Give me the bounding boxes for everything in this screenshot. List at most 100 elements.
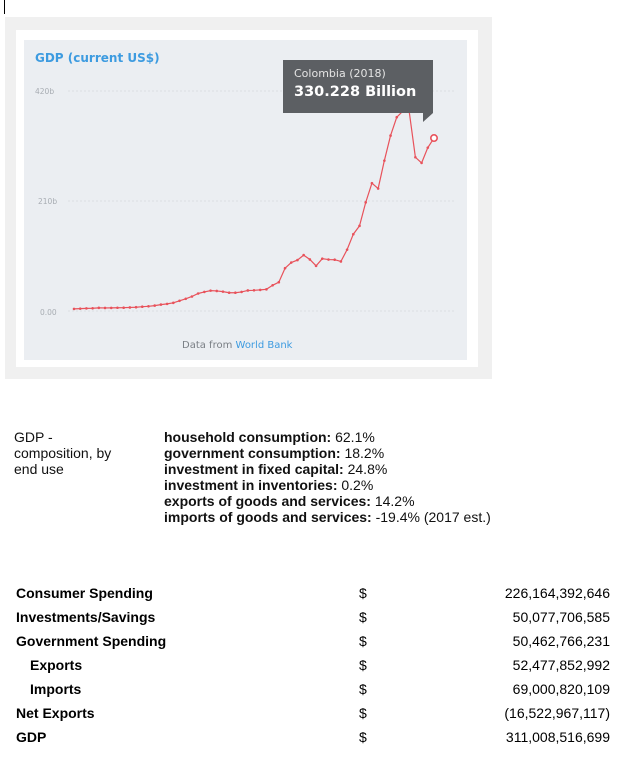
data-point[interactable]: [296, 258, 299, 262]
data-point[interactable]: [103, 306, 107, 310]
data-point[interactable]: [196, 292, 200, 295]
data-point[interactable]: [165, 302, 169, 306]
data-point[interactable]: [240, 290, 243, 294]
data-point[interactable]: [389, 134, 392, 137]
data-point[interactable]: [345, 248, 349, 251]
table-row: GDP $311,008,516,699: [0, 726, 644, 750]
table-row: Imports $69,000,820,109: [0, 678, 644, 702]
row-label: Net Exports: [16, 705, 95, 721]
data-point[interactable]: [277, 280, 281, 284]
composition-item-name: exports of goods and services:: [164, 493, 371, 509]
data-point[interactable]: [289, 261, 293, 264]
currency-symbol: $: [359, 633, 367, 649]
row-label: Exports: [30, 657, 83, 673]
data-point[interactable]: [414, 155, 417, 159]
data-point[interactable]: [172, 301, 175, 305]
data-point[interactable]: [159, 303, 163, 306]
y-tick-label: 0.00: [40, 308, 57, 317]
composition-item-value: 18.2%: [340, 445, 385, 461]
row-label: Government Spending: [16, 633, 167, 649]
data-point[interactable]: [308, 258, 312, 261]
data-point[interactable]: [234, 291, 237, 295]
data-point[interactable]: [203, 290, 206, 294]
data-point[interactable]: [78, 307, 82, 310]
data-point[interactable]: [153, 304, 156, 307]
composition-item-name: investment in fixed capital:: [164, 461, 344, 477]
data-point[interactable]: [128, 306, 132, 309]
data-point[interactable]: [383, 159, 386, 162]
data-point[interactable]: [122, 306, 125, 310]
composition-label: GDP - composition, by end use: [14, 429, 112, 477]
data-point[interactable]: [320, 257, 324, 260]
row-amount: 69,000,820,109: [512, 681, 610, 697]
row-label: GDP: [16, 729, 47, 745]
data-point[interactable]: [252, 289, 256, 292]
data-point[interactable]: [420, 161, 423, 165]
composition-item: exports of goods and services: 14.2%: [164, 493, 491, 509]
table-row: Exports $52,477,852,992: [0, 654, 644, 678]
data-point[interactable]: [352, 232, 355, 236]
row-amount: 226,164,392,646: [504, 585, 610, 601]
data-point[interactable]: [314, 264, 318, 268]
composition-item: investment in fixed capital: 24.8%: [164, 461, 491, 477]
data-point[interactable]: [215, 289, 219, 293]
composition-item-value: 62.1%: [331, 429, 375, 445]
composition-item-value: 0.2%: [337, 477, 374, 493]
row-amount: 311,008,516,699: [505, 729, 610, 745]
composition-item-value: 14.2%: [370, 493, 415, 509]
data-point[interactable]: [209, 289, 212, 292]
data-source: Data from World Bank: [182, 340, 292, 351]
data-point[interactable]: [140, 305, 144, 309]
data-point[interactable]: [184, 297, 188, 301]
data-point[interactable]: [91, 306, 94, 310]
data-point[interactable]: [358, 224, 361, 228]
row-label: Consumer Spending: [16, 585, 153, 601]
data-point[interactable]: [147, 304, 150, 308]
data-point[interactable]: [333, 258, 336, 262]
data-point[interactable]: [116, 306, 119, 310]
composition-item: household consumption: 62.1%: [164, 429, 491, 445]
data-point[interactable]: [339, 260, 343, 263]
data-point[interactable]: [327, 258, 330, 261]
row-label: Imports: [30, 681, 82, 697]
data-point[interactable]: [246, 289, 250, 292]
data-point[interactable]: [283, 266, 287, 270]
data-point[interactable]: [258, 288, 262, 292]
data-point[interactable]: [85, 307, 88, 310]
data-point[interactable]: [109, 306, 113, 310]
text-cursor: [4, 0, 5, 14]
row-label: Investments/Savings: [16, 609, 156, 625]
gdp-line-chart: [68, 90, 455, 312]
currency-symbol: $: [359, 705, 367, 721]
data-point[interactable]: [364, 201, 368, 204]
data-point[interactable]: [271, 283, 274, 287]
data-point[interactable]: [227, 291, 231, 295]
composition-item-value: 24.8%: [343, 461, 388, 477]
data-point[interactable]: [265, 288, 268, 291]
data-point[interactable]: [302, 253, 305, 257]
row-amount: 50,077,706,585: [512, 609, 610, 625]
data-point[interactable]: [134, 305, 138, 309]
data-point[interactable]: [221, 290, 225, 293]
highlighted-data-point[interactable]: [429, 134, 438, 143]
data-point[interactable]: [426, 146, 430, 149]
data-point[interactable]: [370, 181, 374, 185]
data-point[interactable]: [190, 295, 194, 298]
data-point[interactable]: [395, 115, 399, 119]
row-amount: 50,462,766,231: [512, 633, 610, 649]
tooltip-value: 330.228 Billion: [294, 84, 417, 100]
row-amount: 52,477,852,992: [512, 657, 610, 673]
data-point[interactable]: [178, 299, 181, 303]
composition-item: investment in inventories: 0.2%: [164, 477, 491, 493]
currency-symbol: $: [359, 609, 367, 625]
composition-item-name: household consumption:: [164, 429, 332, 445]
data-point[interactable]: [72, 307, 76, 311]
data-point[interactable]: [97, 306, 101, 310]
composition-item-name: government consumption:: [164, 445, 341, 461]
data-point[interactable]: [376, 187, 380, 190]
world-bank-link[interactable]: World Bank: [235, 340, 293, 351]
chart-tooltip: Colombia (2018) 330.228 Billion: [283, 60, 433, 122]
composition-item-name: imports of goods and services:: [164, 509, 372, 525]
chart-title: GDP (current US$): [35, 51, 160, 65]
gdp-series-line: [73, 110, 435, 310]
